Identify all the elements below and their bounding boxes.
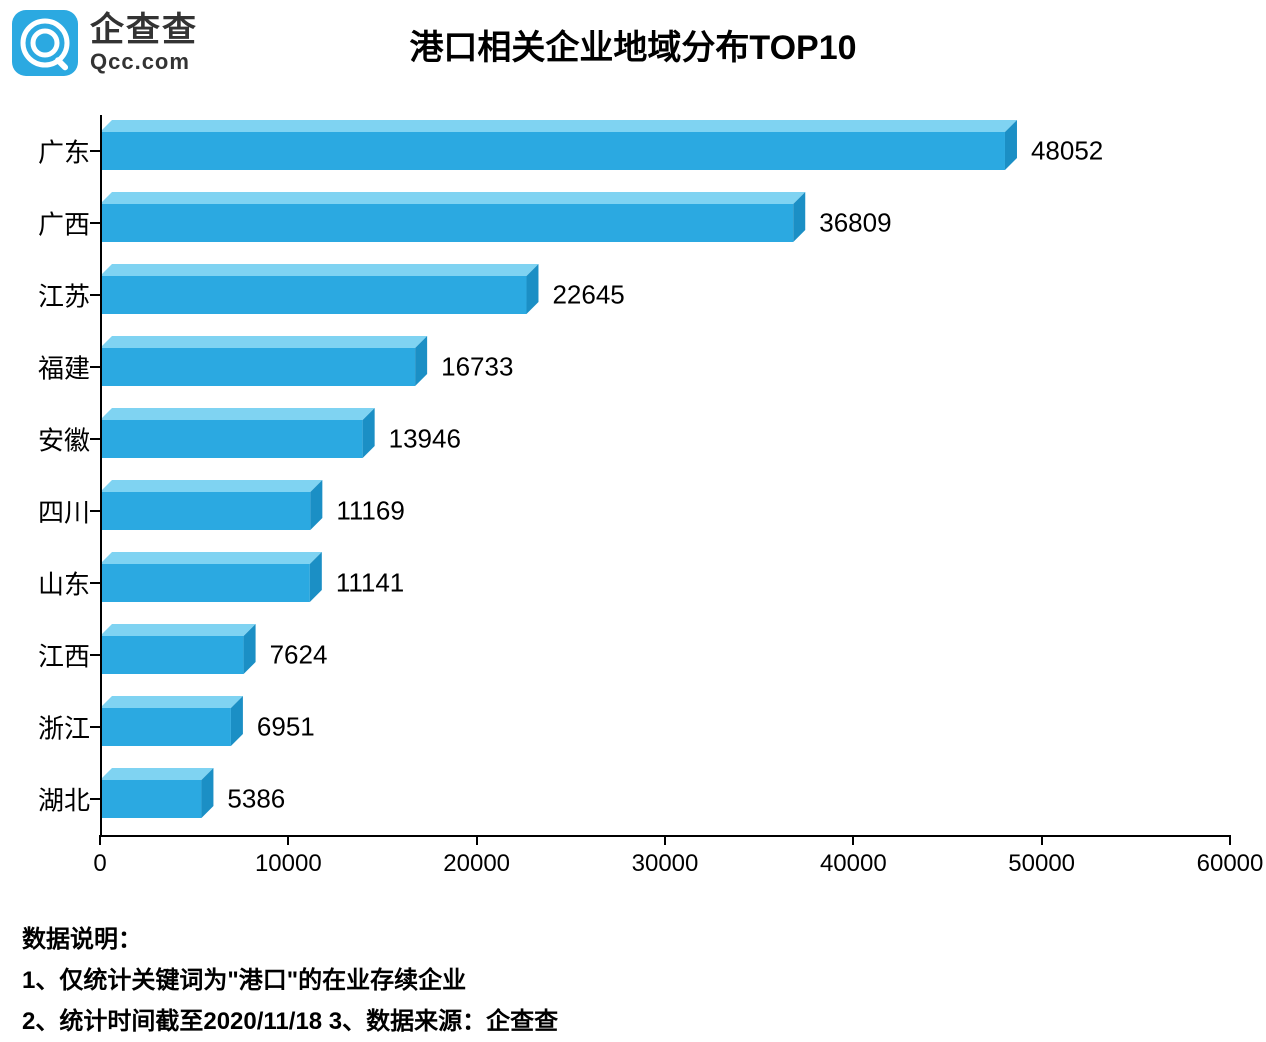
notes-line-1: 1、仅统计关键词为"港口"的在业存续企业 [22,961,558,1002]
bar-value-label: 16733 [441,352,513,383]
category-label: 湖北 [38,781,90,818]
bar-value-label: 6951 [257,712,315,743]
y-axis-tick [90,366,100,368]
x-axis-tick-label: 50000 [1008,850,1075,878]
x-axis-tick-label: 40000 [820,850,887,878]
x-axis-tick [476,835,478,845]
bar [100,192,807,244]
x-axis-tick-label: 30000 [632,850,699,878]
bar-value-label: 11169 [336,496,404,527]
x-axis-tick-label: 60000 [1197,850,1264,878]
y-axis-tick [90,582,100,584]
category-label: 江西 [38,637,90,674]
category-label: 山东 [38,565,90,602]
bar-value-label: 48052 [1031,136,1103,167]
bar-value-label: 13946 [389,424,461,455]
y-axis-tick [90,150,100,152]
bar [100,120,1019,172]
bar-value-label: 5386 [227,784,285,815]
category-label: 四川 [38,493,90,530]
bar-value-label: 36809 [819,208,891,239]
notes-heading: 数据说明： [22,920,558,961]
chart-title: 港口相关企业地域分布TOP10 [0,20,1266,69]
category-label: 广东 [38,133,90,170]
x-axis-tick [99,835,101,845]
y-axis-tick [90,726,100,728]
x-axis-tick-label: 10000 [255,850,322,878]
x-axis-tick [852,835,854,845]
bar [100,552,324,604]
y-axis-tick [90,798,100,800]
category-label: 浙江 [38,709,90,746]
bar-value-label: 7624 [270,640,328,671]
x-axis-tick-label: 20000 [443,850,510,878]
x-axis-tick [1229,835,1231,845]
bar [100,336,429,388]
bar [100,264,540,316]
y-axis-tick [90,438,100,440]
bar [100,696,245,748]
bar-value-label: 22645 [552,280,624,311]
bar-chart: 48052 36809 22645 16733 13946 11169 11141 7624 6… [100,115,1230,875]
x-axis-tick-label: 0 [93,850,106,878]
x-axis-tick [287,835,289,845]
bar [100,408,377,460]
y-axis-tick [90,510,100,512]
y-axis-tick [90,654,100,656]
bar [100,480,324,532]
category-label: 广西 [38,205,90,242]
category-label: 江苏 [38,277,90,314]
x-axis-tick [1041,835,1043,845]
x-axis-tick [664,835,666,845]
y-axis-line [100,115,102,835]
category-label: 福建 [38,349,90,386]
y-axis-tick [90,222,100,224]
bar [100,768,215,820]
category-label: 安徽 [38,421,90,458]
data-notes: 数据说明： 1、仅统计关键词为"港口"的在业存续企业 2、统计时间截至2020/… [22,920,558,1042]
notes-line-2: 2、统计时间截至2020/11/18 3、数据来源：企查查 [22,1002,558,1042]
bar-value-label: 11141 [336,568,404,599]
bar [100,624,258,676]
y-axis-tick [90,294,100,296]
